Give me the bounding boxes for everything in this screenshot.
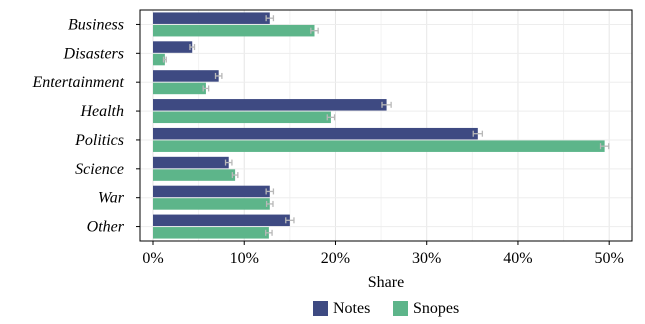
bar-snopes-business — [153, 24, 315, 37]
x-axis: 0% 10% 20% 30% 40% 50% — [142, 241, 624, 267]
x-axis-title: Share — [368, 274, 404, 291]
bar-notes-entertainment — [153, 70, 219, 82]
bar-notes-science — [153, 156, 229, 169]
bar-notes-health — [153, 99, 387, 111]
legend-label-notes: Notes — [333, 300, 370, 317]
x-tick-label: 10% — [230, 250, 259, 267]
x-tick-label: 40% — [503, 250, 532, 267]
bar-notes-business — [153, 12, 270, 24]
x-tick-label: 50% — [595, 250, 624, 267]
category-label: Entertainment — [31, 74, 124, 91]
bar-notes-war — [153, 185, 270, 198]
category-label: Science — [75, 161, 124, 178]
bar-snopes-disasters — [153, 53, 165, 66]
bar-snopes-entertainment — [153, 82, 206, 95]
category-label: Health — [79, 103, 124, 120]
error-bars — [162, 15, 610, 236]
x-tick-label: 20% — [321, 250, 350, 267]
bar-notes-politics — [153, 127, 478, 140]
x-tick-label: 30% — [412, 250, 441, 267]
category-labels: Business Disasters Entertainment Health Poli… — [31, 16, 140, 236]
bar-snopes-science — [153, 169, 236, 181]
plot-frame — [139, 9, 633, 242]
category-label: War — [98, 190, 125, 207]
bars — [153, 12, 605, 239]
grid — [140, 10, 632, 241]
x-tick-label: 0% — [142, 250, 163, 267]
bar-notes-other — [153, 214, 290, 227]
legend-label-snopes: Snopes — [413, 300, 459, 317]
bar-snopes-health — [153, 111, 331, 124]
category-label: Politics — [74, 132, 124, 149]
category-label: Business — [68, 16, 124, 33]
legend-swatch-notes — [313, 301, 328, 316]
category-label: Other — [87, 219, 125, 236]
category-label: Disasters — [63, 45, 124, 62]
bar-notes-disasters — [153, 41, 193, 53]
bar-snopes-politics — [153, 140, 605, 152]
bar-snopes-war — [153, 198, 270, 210]
legend-swatch-snopes — [393, 301, 408, 316]
legend: Notes Snopes — [313, 300, 459, 317]
bar-snopes-other — [153, 227, 269, 239]
